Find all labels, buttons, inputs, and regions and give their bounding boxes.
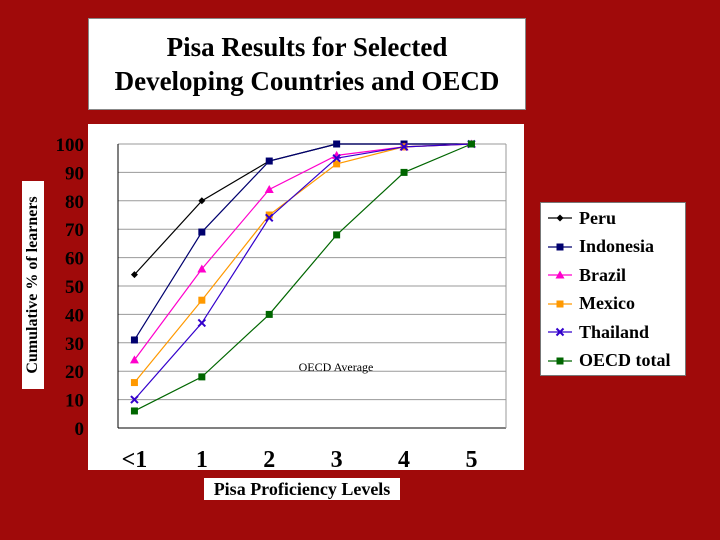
legend-swatch: [548, 243, 572, 250]
data-point: [130, 395, 139, 404]
y-tick-label: 90: [65, 163, 84, 184]
x-tick-label: 3: [331, 447, 343, 473]
legend-label: Thailand: [579, 321, 650, 342]
legend-item: Peru: [547, 205, 683, 231]
legend-swatch: [548, 300, 572, 307]
x-tick-label: 4: [398, 447, 410, 473]
legend-item: Thailand: [547, 319, 683, 345]
x-tick-labels: <1 1 2 3 4 5: [122, 447, 478, 473]
x-axis-label: Pisa Proficiency Levels: [204, 478, 400, 500]
legend-label: Mexico: [579, 293, 635, 313]
y-tick-label: 80: [65, 192, 84, 213]
y-axis-label-background: [22, 181, 44, 389]
data-point: [265, 213, 274, 223]
chart-title-line-1: Pisa Results for Selected: [166, 32, 448, 62]
oecd-average-annotation: OECD Average: [299, 360, 374, 374]
legend-item: Indonesia: [547, 234, 683, 260]
data-point: [333, 160, 341, 168]
data-point: [129, 355, 139, 364]
legend-swatch: [548, 270, 572, 279]
legend-label: Indonesia: [579, 236, 655, 256]
data-point: [198, 373, 206, 381]
data-point: [332, 153, 341, 163]
y-tick-labels: 0 10 20 30 40 50 60 70 80 90 100: [56, 135, 85, 440]
legend-swatch: [548, 214, 572, 222]
x-tick-label: 1: [196, 447, 208, 473]
legend-swatch: [548, 327, 572, 337]
data-point: [556, 300, 564, 307]
legend-swatch: [548, 357, 572, 364]
data-point: [130, 336, 138, 344]
x-tick-label: 5: [465, 447, 477, 473]
chart-title: Pisa Results for Selected Developing Cou…: [88, 18, 526, 110]
data-point: [556, 357, 564, 364]
data-point: [198, 296, 206, 304]
legend-label: OECD total: [579, 350, 671, 370]
data-point: [130, 379, 138, 387]
data-point: [555, 270, 565, 279]
data-point: [264, 184, 274, 193]
axes: [117, 144, 507, 429]
y-tick-label: 30: [65, 334, 84, 355]
legend-item: Mexico: [547, 291, 683, 317]
data-point: [333, 231, 341, 239]
series-line: [133, 143, 472, 400]
y-tick-label: 60: [65, 249, 84, 270]
data-point: [130, 271, 138, 279]
data-point: [265, 157, 273, 165]
legend: Peru Indonesia Brazil Mexico Thailand OECD to…: [540, 202, 686, 376]
data-point: [400, 168, 408, 176]
series-line: [134, 143, 472, 412]
data-point: [130, 407, 138, 415]
series-oecd-total: [130, 140, 475, 415]
data-point: [197, 264, 207, 273]
y-tick-label: 0: [75, 419, 85, 440]
data-point: [333, 140, 341, 148]
data-point: [556, 214, 564, 222]
y-tick-label: 40: [65, 305, 84, 326]
data-point: [265, 211, 273, 219]
series-lines: [129, 139, 476, 415]
data-point: [198, 228, 206, 236]
chart-title-line-2: Developing Countries and OECD: [114, 66, 500, 96]
data-point: [556, 243, 564, 250]
series-line: [133, 143, 472, 341]
legend-label: Brazil: [579, 264, 626, 285]
data-point: [265, 310, 273, 318]
x-tick-label: <1: [122, 447, 148, 473]
legend-item: Brazil: [547, 262, 683, 288]
data-point: [198, 197, 206, 205]
plot-area: [88, 124, 524, 470]
legend-item: OECD total: [547, 348, 683, 374]
y-tick-label: 50: [65, 277, 84, 298]
y-tick-label: 70: [65, 220, 84, 241]
data-point: [197, 318, 207, 328]
x-tick-label: 2: [263, 447, 275, 473]
data-point: [399, 142, 409, 152]
y-tick-label: 20: [65, 362, 84, 383]
legend-label: Peru: [579, 207, 616, 228]
data-point: [555, 327, 565, 337]
grid-lines: [118, 143, 506, 401]
data-point: [467, 140, 475, 148]
y-tick-label: 100: [56, 135, 85, 156]
y-tick-label: 10: [65, 391, 84, 412]
